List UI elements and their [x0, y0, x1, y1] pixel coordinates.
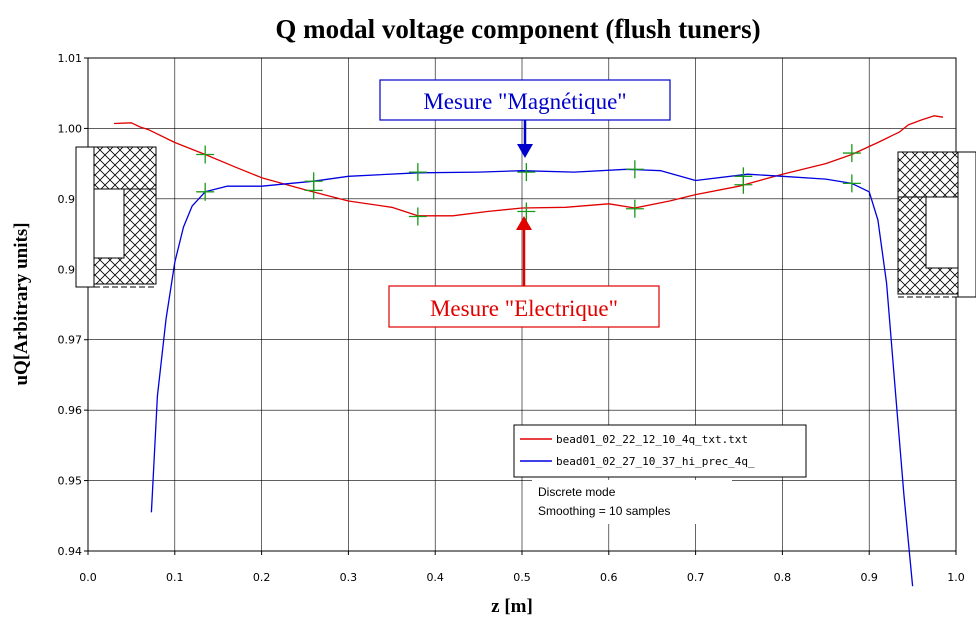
discrete-marker — [196, 182, 215, 201]
y-tick-label: 1.00 — [58, 122, 83, 135]
discrete-marker — [408, 163, 427, 182]
x-tick-label: 0.2 — [253, 571, 271, 584]
x-tick-label: 0.7 — [687, 571, 705, 584]
electric-callout: Mesure "Electrique" — [388, 216, 660, 328]
right-tuner-schematic — [897, 151, 976, 298]
discrete-marker — [842, 144, 861, 163]
discrete-marker — [734, 175, 753, 194]
discrete-marker — [842, 174, 861, 193]
marker-layer — [196, 144, 861, 226]
x-tick-label: 0.1 — [166, 571, 184, 584]
x-tick-label: 0.5 — [513, 571, 531, 584]
legend-label-blue: bead01_02_27_10_37_hi_prec_4q_ — [556, 455, 755, 468]
magnetic-callout: Mesure "Magnétique" — [379, 79, 671, 158]
note-line-2: Smoothing = 10 samples — [538, 504, 670, 518]
y-tick-label: 0.94 — [58, 545, 83, 558]
legend: bead01_02_22_12_10_4q_txt.txt bead01_02_… — [513, 424, 807, 478]
series-line-red — [113, 115, 944, 217]
electric-arrowhead — [516, 216, 532, 230]
series-line-blue — [150, 168, 914, 587]
magnetic-callout-text: Mesure "Magnétique" — [423, 89, 626, 114]
x-tick-label: 0.3 — [340, 571, 358, 584]
x-tick-label: 0.6 — [600, 571, 618, 584]
discrete-marker — [625, 160, 644, 179]
x-tick-label: 0.8 — [774, 571, 792, 584]
y-axis-label: uQ[Arbitrary units] — [11, 222, 32, 385]
discrete-marker — [304, 181, 323, 200]
x-tick-label: 1.0 — [947, 571, 965, 584]
x-axis-label: z [m] — [491, 596, 533, 617]
x-axis-ticks: 0.0 0.1 0.2 0.3 0.4 0.5 0.6 0.7 0.8 0.9 1.0 — [79, 551, 965, 584]
legend-label-red: bead01_02_22_12_10_4q_txt.txt — [556, 433, 748, 446]
discrete-marker — [196, 145, 215, 164]
y-tick-label: 0.96 — [58, 404, 83, 417]
discrete-marker — [517, 202, 536, 221]
left-tuner-schematic — [75, 146, 157, 288]
y-tick-label: 0.95 — [58, 475, 83, 488]
y-tick-label: 1.01 — [58, 52, 83, 65]
discrete-marker — [517, 163, 536, 182]
x-tick-label: 0.0 — [79, 571, 97, 584]
chart-title: Q modal voltage component (flush tuners) — [275, 14, 760, 44]
y-axis-ticks: 0.940.950.960.970.980.991.001.01 — [58, 52, 88, 558]
discrete-marker — [625, 199, 644, 218]
note-line-1: Discrete mode — [538, 485, 616, 499]
note-box: Discrete mode Smoothing = 10 samples — [532, 480, 732, 524]
y-tick-label: 0.97 — [58, 334, 83, 347]
discrete-marker — [408, 207, 427, 226]
x-tick-label: 0.9 — [860, 571, 878, 584]
series-layer — [113, 115, 944, 587]
magnetic-arrowhead — [517, 144, 533, 158]
x-tick-label: 0.4 — [426, 571, 444, 584]
electric-callout-text: Mesure "Electrique" — [430, 296, 618, 321]
